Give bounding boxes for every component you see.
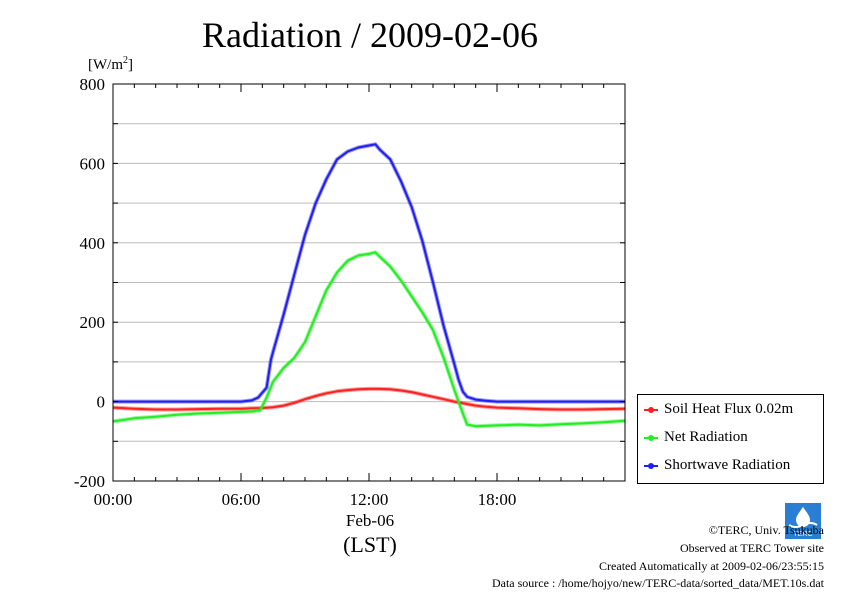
series-line-shortwave-radiation [113, 143, 625, 403]
terc-logo: TERC [785, 503, 821, 539]
footer-copyright: ©TERC, Univ. Tsukuba [708, 523, 824, 537]
y-tick-label: 200 [80, 313, 106, 332]
series-layer [112, 142, 626, 429]
footer-source: Data source : /home/hojyo/new/TERC-data/… [491, 576, 824, 590]
series-band-soil-heat-flux-0-02m [112, 386, 626, 412]
y-tick-label: 400 [80, 234, 106, 253]
y-axis-unit-label: [W/m2] [88, 55, 133, 73]
legend-item-net-radiation: Net Radiation [644, 429, 748, 446]
legend-item-soil-heat-flux: Soil Heat Flux 0.02m [644, 401, 793, 418]
legend-swatch-net-radiation [644, 434, 658, 441]
x-tick-label: 00:00 [94, 490, 133, 509]
legend-item-shortwave-radiation: Shortwave Radiation [644, 457, 790, 474]
x-axis-label: (LST) [343, 532, 397, 557]
legend-label-net-radiation: Net Radiation [664, 429, 748, 445]
x-tick-label: 06:00 [222, 490, 261, 509]
legend-label-soil-heat-flux: Soil Heat Flux 0.02m [664, 401, 794, 417]
series-band-shortwave-radiation [113, 142, 625, 404]
x-axis-date-label: Feb-06 [345, 511, 395, 530]
footer-site: Observed at TERC Tower site [679, 541, 824, 555]
axis-layer: -200 0 200 400 600 800 00:00 06:00 12:00 18:00 [74, 75, 626, 509]
legend-swatch-shortwave-radiation [644, 462, 658, 469]
legend-label-shortwave-radiation: Shortwave Radiation [664, 457, 791, 473]
legend-swatch-soil-heat-flux [644, 406, 658, 413]
footer-created: Created Automatically at 2009-02-06/23:5… [599, 559, 824, 573]
legend: Soil Heat Flux 0.02m Net Radiation Short… [637, 394, 824, 484]
y-tick-label: -200 [74, 472, 105, 491]
series-line-net-radiation [112, 251, 626, 428]
series-line-soil-heat-flux-0-02m [112, 387, 626, 411]
y-tick-label: 800 [80, 75, 106, 94]
y-tick-label: 0 [97, 393, 106, 412]
y-tick-label: 600 [80, 154, 106, 173]
x-tick-label: 18:00 [478, 490, 517, 509]
x-tick-label: 12:00 [350, 490, 389, 509]
chart-title: Radiation / 2009-02-06 [202, 15, 538, 55]
grid-layer [113, 123, 625, 442]
logo-text: TERC [793, 531, 812, 538]
